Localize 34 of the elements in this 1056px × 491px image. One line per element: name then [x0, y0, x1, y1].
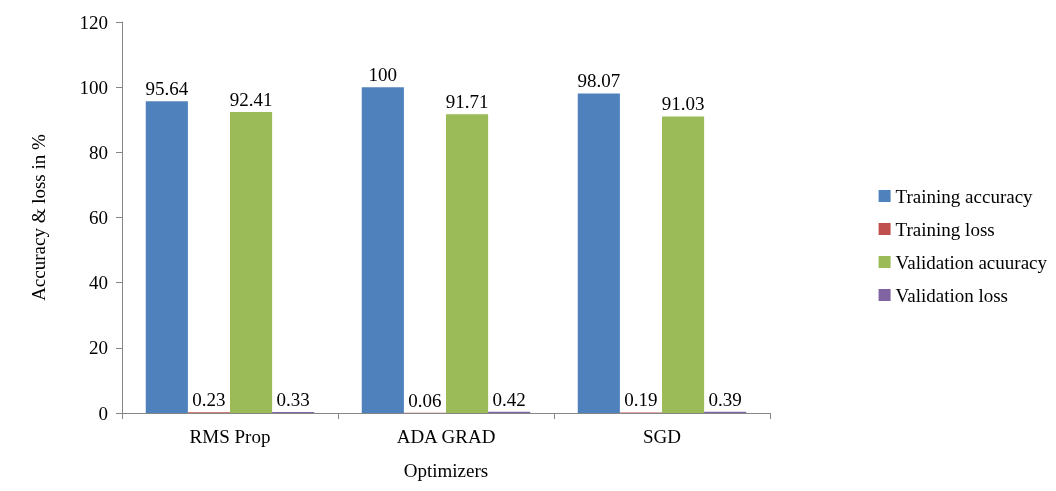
legend-label: Validation acuuracy	[895, 251, 1048, 273]
legend-label: Training loss	[895, 218, 995, 240]
bar	[577, 93, 620, 413]
data-label: 98.07	[577, 70, 621, 92]
x-tick-label: RMS Prop	[189, 426, 271, 447]
data-label: 0.33	[276, 388, 310, 410]
bar	[230, 111, 273, 413]
y-axis-title: Accuracy & loss in %	[28, 133, 49, 301]
bar	[361, 87, 404, 413]
bar	[145, 101, 188, 413]
y-tick-label: 0	[98, 402, 108, 424]
bar	[662, 116, 705, 413]
y-tick-label: 120	[79, 11, 108, 33]
y-tick-label: 80	[89, 141, 108, 163]
x-axis-title: Optimizers	[403, 460, 489, 481]
y-tick-label: 100	[79, 76, 108, 98]
data-label: 0.06	[408, 389, 442, 411]
y-tick-label: 40	[89, 272, 108, 294]
y-tick-label: 60	[89, 207, 108, 228]
data-label: 0.39	[708, 388, 742, 410]
x-tick-label: SGD	[642, 426, 682, 447]
data-label: 91.03	[661, 93, 705, 115]
x-tick-label: ADA GRAD	[396, 426, 496, 447]
legend-label: Validation loss	[895, 284, 1009, 306]
data-label: 92.41	[229, 88, 273, 110]
data-label: 0.42	[492, 388, 526, 410]
legend-label: Training accuracy	[895, 185, 1034, 207]
data-label: 0.23	[192, 389, 226, 411]
data-label: 100	[368, 64, 398, 86]
data-label: 95.64	[145, 78, 189, 100]
data-label: 0.19	[624, 389, 658, 411]
data-label: 91.71	[445, 91, 489, 113]
bar	[446, 114, 489, 413]
y-tick-label: 20	[89, 337, 108, 359]
